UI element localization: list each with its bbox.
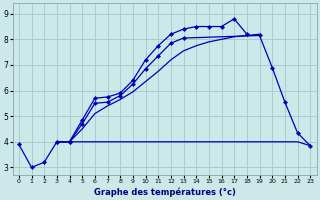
X-axis label: Graphe des températures (°c): Graphe des températures (°c) xyxy=(93,187,236,197)
